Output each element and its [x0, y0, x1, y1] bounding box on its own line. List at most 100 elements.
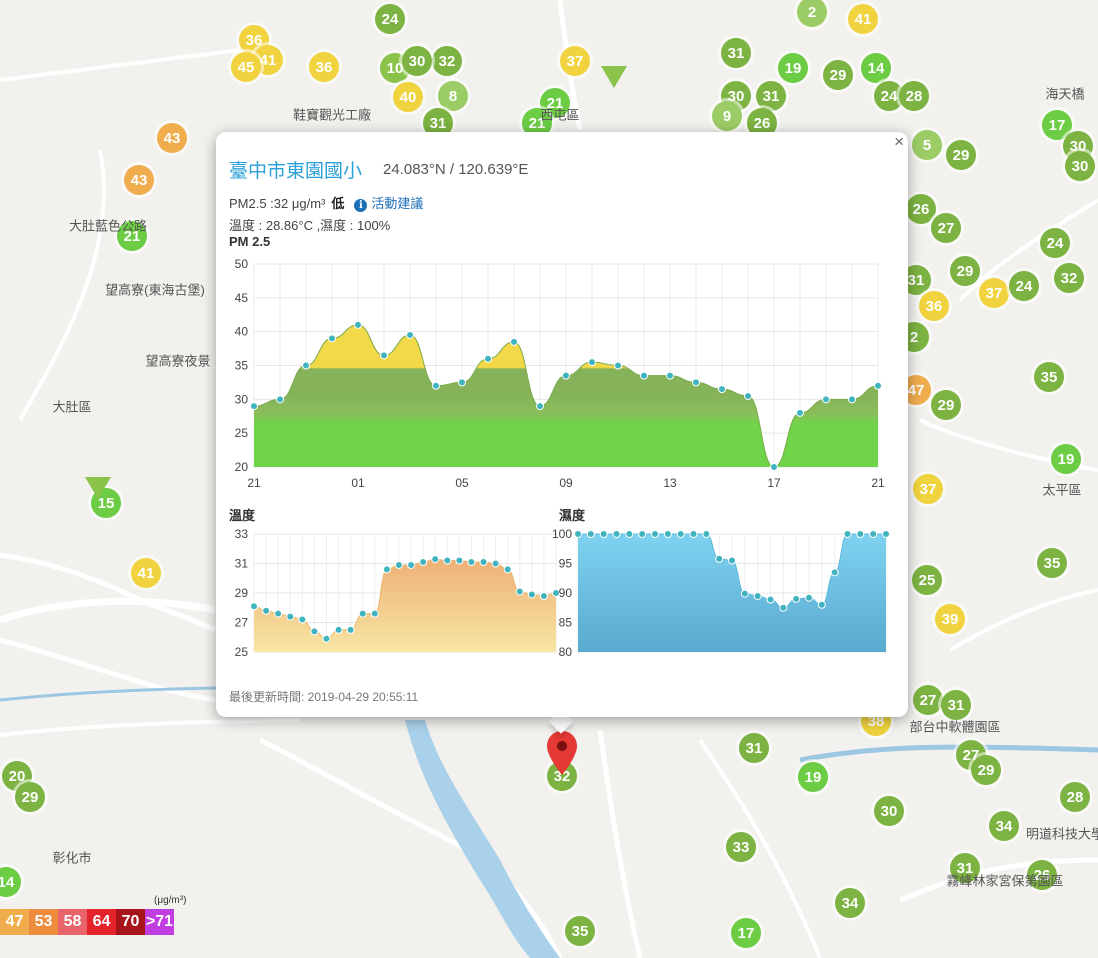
station-marker[interactable]: 14: [0, 867, 21, 897]
pm-level: 低: [331, 196, 345, 211]
data-point: [869, 530, 878, 538]
station-marker[interactable]: 24: [1009, 271, 1039, 301]
data-point: [552, 589, 560, 597]
place-label: 望高寮(東海古堡): [105, 282, 205, 298]
data-point: [510, 337, 518, 346]
data-point: [370, 609, 379, 618]
data-point: [651, 530, 659, 538]
station-marker[interactable]: 34: [835, 888, 865, 918]
temp-humidity-text: 溫度 : 28.86°C ,濕度 : 100%: [229, 218, 391, 233]
station-marker[interactable]: 10: [380, 53, 410, 83]
station-marker[interactable]: 36: [239, 25, 269, 55]
location-pin-icon[interactable]: [547, 731, 577, 775]
station-coordinates: 24.083°N / 120.639°E: [383, 161, 529, 178]
place-label: 太平區: [1042, 482, 1082, 498]
station-marker[interactable]: 19: [1051, 444, 1081, 474]
station-marker[interactable]: 36: [309, 52, 339, 82]
data-point: [503, 565, 512, 574]
place-label: 海天橋: [1045, 86, 1085, 102]
station-marker[interactable]: 27: [931, 213, 961, 243]
station-marker[interactable]: 29: [15, 782, 45, 812]
station-marker[interactable]: 25: [912, 565, 942, 595]
station-marker[interactable]: 43: [124, 165, 154, 195]
place-label: 大肚區: [52, 399, 92, 415]
station-marker[interactable]: 19: [778, 53, 808, 83]
data-point: [419, 558, 428, 567]
station-marker[interactable]: 41: [848, 4, 878, 34]
station-marker[interactable]: 35: [1034, 362, 1064, 392]
station-marker[interactable]: 30: [1065, 151, 1095, 181]
data-point: [574, 530, 582, 538]
station-marker[interactable]: 45: [231, 52, 261, 82]
station-marker[interactable]: 41: [131, 558, 161, 588]
station-marker[interactable]: 31: [950, 853, 980, 883]
y-tick-label: 27: [235, 616, 249, 630]
station-marker[interactable]: 35: [1037, 548, 1067, 578]
station-marker[interactable]: 24: [874, 81, 904, 111]
station-marker[interactable]: 31: [756, 81, 786, 111]
close-icon[interactable]: ×: [894, 132, 904, 151]
station-marker[interactable]: 30: [874, 796, 904, 826]
station-marker[interactable]: 28: [899, 81, 929, 111]
y-tick-label: 30: [235, 392, 249, 406]
station-marker[interactable]: 37: [913, 474, 943, 504]
station-marker[interactable]: 32: [1054, 263, 1084, 293]
station-triangle-marker[interactable]: [85, 477, 111, 499]
station-marker[interactable]: 35: [565, 916, 595, 946]
station-marker[interactable]: 19: [798, 762, 828, 792]
data-point: [779, 603, 788, 612]
station-marker[interactable]: 32: [432, 46, 462, 76]
temperature-chart-title: 溫度: [229, 508, 256, 523]
data-point: [539, 591, 548, 600]
data-point: [380, 351, 388, 360]
station-marker[interactable]: 36: [919, 291, 949, 321]
station-marker[interactable]: 28: [1060, 782, 1090, 812]
station-marker[interactable]: 29: [971, 755, 1001, 785]
station-marker[interactable]: 39: [935, 604, 965, 634]
place-label: 望高寮夜景: [145, 353, 211, 369]
station-marker[interactable]: 24: [1040, 228, 1070, 258]
station-marker[interactable]: 31: [739, 733, 769, 763]
data-point: [250, 602, 258, 611]
station-marker[interactable]: 26: [1027, 860, 1057, 890]
station-marker[interactable]: 43: [157, 123, 187, 153]
station-marker[interactable]: 31: [721, 38, 751, 68]
activity-advice-link[interactable]: 活動建議: [371, 196, 424, 211]
station-marker[interactable]: 29: [931, 390, 961, 420]
station-marker[interactable]: 33: [726, 832, 756, 862]
station-marker[interactable]: 31: [941, 690, 971, 720]
y-tick-label: 50: [235, 257, 249, 271]
station-marker[interactable]: 5: [912, 130, 942, 160]
station-marker[interactable]: 37: [560, 46, 590, 76]
station-marker[interactable]: 2: [797, 0, 827, 27]
station-marker[interactable]: 30: [402, 46, 432, 76]
station-marker[interactable]: 24: [375, 4, 405, 34]
data-point: [817, 600, 826, 609]
station-triangle-marker[interactable]: [601, 66, 627, 88]
station-marker[interactable]: 9: [712, 101, 742, 131]
station-marker[interactable]: 27: [913, 685, 943, 715]
station-marker[interactable]: 14: [861, 53, 891, 83]
legend-swatch: 58: [58, 909, 87, 935]
data-point: [527, 590, 536, 599]
station-marker[interactable]: 29: [946, 140, 976, 170]
data-point: [484, 354, 492, 363]
station-marker[interactable]: 21: [117, 221, 147, 251]
pm25-chart: 20 25 30 35 40 45 50 21 01 05 09 13 17 21: [235, 257, 885, 490]
series-area: [254, 559, 556, 652]
station-marker[interactable]: 34: [989, 811, 1019, 841]
data-point: [358, 609, 367, 618]
data-point: [715, 554, 724, 563]
station-marker[interactable]: 37: [979, 278, 1009, 308]
place-label: 大肚藍色公路: [68, 218, 148, 234]
info-icon[interactable]: i: [354, 199, 368, 212]
station-marker[interactable]: 29: [823, 60, 853, 90]
x-tick-label: 21: [871, 476, 885, 490]
station-marker[interactable]: 26: [906, 194, 936, 224]
station-marker[interactable]: 40: [393, 82, 423, 112]
station-marker[interactable]: 17: [731, 918, 761, 948]
station-marker[interactable]: 8: [438, 81, 468, 111]
data-point: [740, 589, 749, 598]
x-tick-label: 09: [559, 476, 573, 490]
station-marker[interactable]: 29: [950, 256, 980, 286]
